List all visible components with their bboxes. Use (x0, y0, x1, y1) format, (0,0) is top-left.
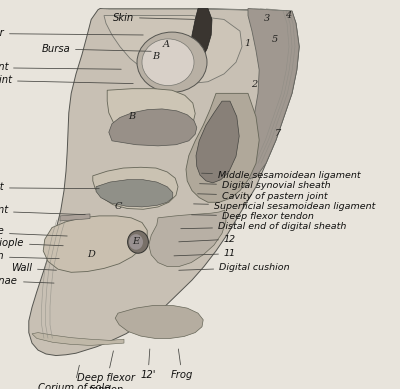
Text: 1: 1 (244, 39, 250, 48)
Text: Digital cushion: Digital cushion (179, 263, 290, 272)
Polygon shape (115, 305, 203, 338)
Text: Digital synovial sheath: Digital synovial sheath (200, 181, 331, 191)
Text: A: A (162, 40, 170, 49)
Text: Distal end of digital sheath: Distal end of digital sheath (181, 222, 346, 231)
Polygon shape (149, 210, 226, 266)
Text: Cavity of pastern joint: Cavity of pastern joint (198, 191, 328, 201)
Text: Cavity of coffin joint: Cavity of coffin joint (0, 205, 85, 215)
Text: Cavity of fetlock joint: Cavity of fetlock joint (0, 75, 133, 85)
Polygon shape (245, 9, 299, 179)
Text: D: D (87, 250, 95, 259)
Polygon shape (29, 9, 299, 356)
Text: B: B (128, 112, 136, 121)
Polygon shape (186, 93, 259, 202)
Polygon shape (43, 216, 147, 272)
Text: Middle sesamoidean ligament: Middle sesamoidean ligament (202, 171, 361, 180)
Polygon shape (96, 180, 173, 207)
Text: Laminae: Laminae (0, 276, 54, 286)
Text: Frog: Frog (171, 349, 193, 380)
Text: Bursa: Bursa (41, 44, 151, 54)
Polygon shape (60, 214, 90, 221)
Polygon shape (109, 109, 197, 146)
Polygon shape (196, 101, 239, 183)
Polygon shape (190, 9, 212, 62)
Text: Tendon of common extensor: Tendon of common extensor (0, 28, 143, 38)
Text: Coronary corium: Coronary corium (0, 251, 59, 261)
Text: 7: 7 (275, 128, 281, 138)
Text: Corium of sole: Corium of sole (38, 365, 110, 389)
Polygon shape (32, 333, 124, 345)
Text: Capsule of fetlock joint: Capsule of fetlock joint (0, 62, 121, 72)
Text: B: B (152, 52, 160, 61)
Text: Corium of periople: Corium of periople (0, 226, 67, 237)
Text: 12: 12 (179, 235, 236, 244)
Text: Deep flexor
tendon: Deep flexor tendon (77, 351, 135, 389)
Ellipse shape (142, 39, 194, 86)
Text: 12': 12' (140, 349, 156, 380)
Text: 3: 3 (264, 14, 270, 23)
Text: Wall: Wall (11, 263, 56, 273)
Text: Skin: Skin (113, 12, 195, 23)
Polygon shape (104, 16, 242, 84)
Text: Cavity of pastern joint: Cavity of pastern joint (0, 182, 99, 193)
Text: Deep flexor tendon: Deep flexor tendon (192, 212, 314, 221)
Ellipse shape (128, 231, 148, 253)
Text: 2: 2 (251, 80, 257, 89)
Text: 4: 4 (285, 11, 291, 20)
Ellipse shape (129, 234, 143, 250)
Text: 11: 11 (174, 249, 236, 258)
Polygon shape (93, 167, 178, 209)
Text: Periople: Periople (0, 238, 63, 248)
Ellipse shape (137, 32, 207, 93)
Text: E: E (132, 237, 140, 247)
Text: 5: 5 (272, 35, 278, 44)
Text: C: C (114, 202, 122, 212)
Text: Superficial sesamoidean ligament: Superficial sesamoidean ligament (194, 202, 375, 211)
Polygon shape (107, 89, 195, 141)
